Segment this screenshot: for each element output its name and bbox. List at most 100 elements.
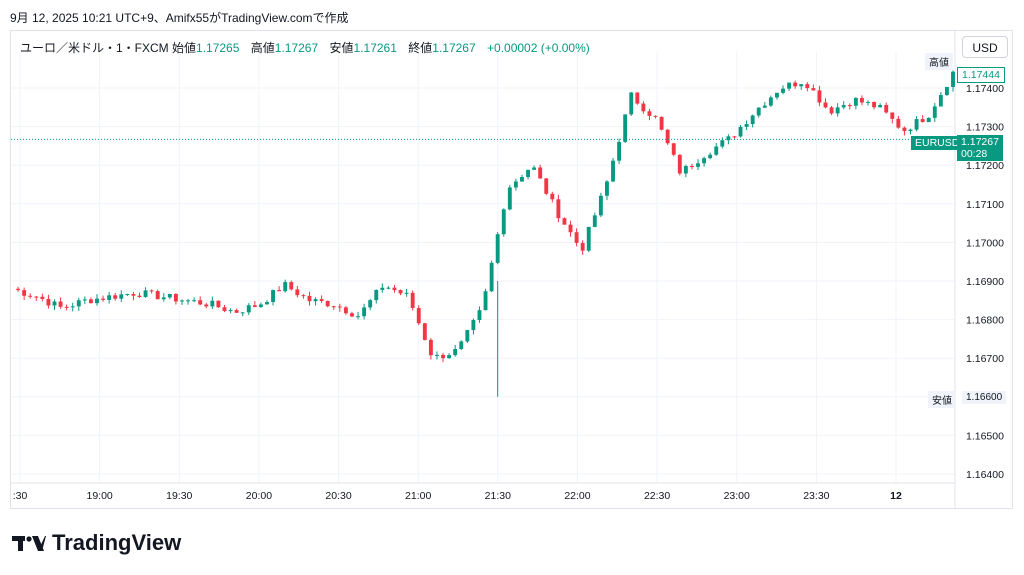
candle-body bbox=[149, 290, 154, 292]
candle-body bbox=[428, 339, 433, 356]
candle-body bbox=[744, 124, 749, 127]
candle-body bbox=[155, 291, 160, 300]
candle-body bbox=[902, 127, 907, 132]
candle-body bbox=[866, 101, 870, 103]
x-tick-label: 22:00 bbox=[564, 490, 590, 502]
legend-high-label: 高値 bbox=[250, 41, 275, 55]
y-tick-label: 1.17400 bbox=[966, 83, 1004, 95]
y-tick-label: 1.17300 bbox=[966, 122, 1004, 134]
candle-body bbox=[16, 288, 21, 291]
candle-body bbox=[951, 71, 955, 87]
candle-body bbox=[920, 119, 925, 123]
candle-body bbox=[252, 305, 257, 307]
legend-close-value: 1.17267 bbox=[432, 41, 476, 55]
candle-body bbox=[222, 307, 227, 311]
x-tick-label: 22:30 bbox=[644, 490, 670, 502]
high-marker-label: 高値 bbox=[925, 53, 953, 70]
candle-body bbox=[70, 306, 75, 308]
candle-body bbox=[605, 181, 609, 196]
candle-body bbox=[271, 290, 275, 303]
candle-body bbox=[392, 287, 397, 291]
candle-body bbox=[859, 98, 864, 103]
last-price-countdown: 00:28 bbox=[961, 148, 988, 160]
candle-body bbox=[532, 167, 537, 170]
candle-body bbox=[483, 291, 488, 311]
candle-body bbox=[161, 297, 166, 300]
candle-body bbox=[805, 84, 810, 89]
legend-open-label: 始値 bbox=[172, 41, 197, 55]
candle-body bbox=[325, 300, 330, 307]
candle-body bbox=[586, 226, 591, 251]
candle-body bbox=[768, 97, 773, 106]
candle-body bbox=[671, 143, 676, 155]
candle-body bbox=[216, 300, 221, 308]
y-tick-label: 1.17200 bbox=[966, 160, 1004, 172]
candle-body bbox=[762, 105, 767, 108]
candle-body bbox=[835, 107, 840, 114]
x-tick-label: 20:00 bbox=[246, 490, 272, 502]
legend-symbol[interactable]: ユーロ／米ドル・1・FXCM bbox=[20, 41, 169, 55]
x-tick-label: 12 bbox=[890, 490, 902, 502]
candle-body bbox=[665, 129, 670, 144]
candle-body bbox=[125, 294, 130, 296]
legend-low-label: 安値 bbox=[329, 41, 354, 55]
candle-body bbox=[289, 282, 294, 290]
candle-body bbox=[331, 306, 336, 308]
candle-body bbox=[362, 307, 367, 317]
candle-body bbox=[677, 154, 682, 174]
candle-body bbox=[635, 92, 640, 104]
x-tick-label: 23:00 bbox=[724, 490, 750, 502]
candle-body bbox=[234, 310, 239, 313]
candle-body bbox=[404, 292, 409, 294]
candle-body bbox=[137, 295, 142, 297]
candle-body bbox=[180, 300, 184, 302]
candle-body bbox=[101, 298, 106, 300]
candle-body bbox=[465, 330, 470, 342]
candle-body bbox=[726, 136, 731, 141]
candle-body bbox=[82, 299, 87, 301]
legend-change: +0.00002 (+0.00%) bbox=[487, 41, 590, 55]
candle-body bbox=[847, 105, 852, 107]
candle-body bbox=[34, 296, 39, 298]
y-tick-label: 1.16800 bbox=[966, 315, 1004, 327]
candle-body bbox=[562, 218, 567, 225]
candle-body bbox=[265, 302, 269, 305]
candle-body bbox=[343, 307, 348, 314]
currency-button[interactable]: USD bbox=[962, 36, 1008, 58]
candle-body bbox=[647, 111, 652, 116]
candle-body bbox=[198, 300, 203, 305]
candle-body bbox=[696, 163, 700, 167]
y-tick-label: 1.16700 bbox=[966, 353, 1004, 365]
candle-body bbox=[811, 88, 816, 91]
candle-body bbox=[319, 299, 324, 301]
brand-name: TradingView bbox=[52, 530, 182, 555]
x-tick-label: 23:30 bbox=[803, 490, 829, 502]
candle-body bbox=[307, 295, 312, 302]
candle-body bbox=[313, 299, 318, 302]
candle-body bbox=[447, 355, 452, 359]
candle-body bbox=[46, 299, 51, 306]
candle-body bbox=[204, 304, 209, 307]
brand-logo[interactable]: TradingView bbox=[12, 530, 181, 556]
candle-body bbox=[283, 282, 288, 292]
candle-body bbox=[702, 158, 707, 164]
candle-body bbox=[641, 103, 646, 112]
candle-body bbox=[495, 234, 500, 263]
candle-body bbox=[76, 300, 81, 307]
candle-body bbox=[732, 136, 737, 138]
x-tick-label: 19:00 bbox=[86, 490, 112, 502]
candle-body bbox=[781, 88, 785, 93]
candle-body bbox=[629, 92, 634, 115]
candle-body bbox=[520, 177, 524, 182]
candle-body bbox=[872, 101, 877, 108]
x-tick-label: 19:30 bbox=[166, 490, 192, 502]
candle-body bbox=[787, 82, 792, 89]
candle-body bbox=[398, 290, 403, 294]
candle-body bbox=[568, 224, 573, 233]
candle-body bbox=[459, 341, 464, 350]
high-marker-value: 1.17444 bbox=[957, 67, 1005, 83]
candle-body bbox=[908, 129, 913, 132]
candle-body bbox=[817, 90, 822, 103]
candle-body bbox=[95, 298, 99, 304]
